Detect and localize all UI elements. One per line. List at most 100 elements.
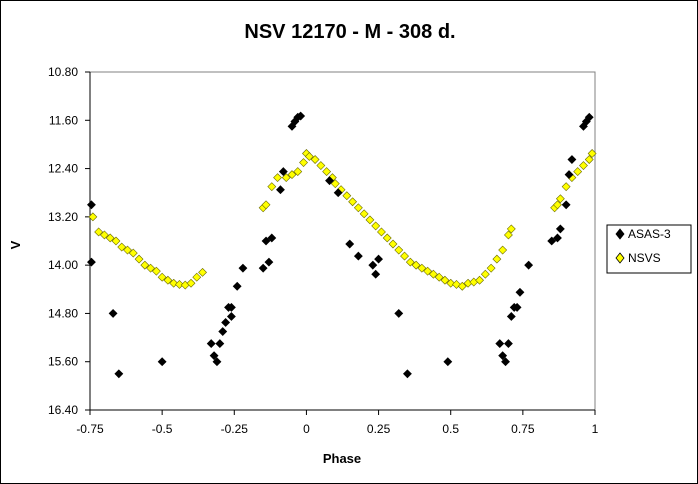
data-point — [567, 155, 577, 164]
data-point — [226, 312, 236, 321]
data-point — [186, 278, 196, 288]
y-axis-ticks: 10.80 11.60 12.40 13.20 14.00 14.80 15.60 16.40 — [48, 65, 90, 417]
x-tick-label: -0.25 — [221, 422, 249, 436]
data-point — [492, 254, 502, 264]
data-point — [382, 233, 392, 243]
data-point — [261, 236, 271, 246]
data-point — [163, 275, 173, 285]
legend-label-asas: ASAS-3 — [628, 227, 671, 241]
data-point — [169, 278, 179, 288]
data-point — [111, 236, 121, 246]
x-tick-label: 1 — [592, 422, 599, 436]
data-point — [330, 179, 340, 189]
data-point — [87, 200, 96, 210]
data-point — [212, 357, 222, 367]
data-point — [175, 280, 184, 289]
data-point — [218, 327, 228, 336]
data-point — [273, 173, 282, 183]
data-point — [486, 263, 496, 273]
data-point — [157, 272, 167, 282]
data-point — [296, 111, 306, 121]
data-point — [506, 312, 516, 321]
x-axis-ticks: -0.75 -0.5 -0.25 0 0.25 0.5 0.75 1 — [76, 410, 599, 436]
x-tick-label: -0.75 — [76, 422, 104, 436]
data-point — [105, 233, 115, 243]
data-point — [452, 280, 461, 289]
data-point — [226, 302, 236, 312]
data-point — [417, 263, 427, 273]
data-point — [555, 224, 565, 234]
data-point — [573, 167, 583, 177]
data-point — [117, 242, 127, 252]
data-point — [316, 161, 326, 170]
plot-area — [89, 71, 596, 411]
x-tick-label: -0.5 — [152, 422, 173, 436]
data-point — [353, 251, 363, 261]
data-point — [411, 260, 421, 270]
data-point — [377, 227, 386, 237]
data-point — [333, 188, 343, 198]
y-tick-label: 12.40 — [48, 162, 78, 176]
data-point — [388, 239, 398, 249]
x-tick-label: 0.75 — [511, 422, 535, 436]
data-point — [564, 170, 574, 180]
x-tick-label: 0 — [303, 422, 310, 436]
y-tick-label: 13.20 — [48, 210, 78, 224]
y-axis-label: V — [8, 240, 23, 249]
data-point — [403, 369, 412, 379]
data-point — [584, 112, 594, 122]
data-point — [512, 302, 522, 312]
data-point — [359, 209, 369, 219]
y-tick-label: 11.60 — [49, 113, 78, 127]
data-point — [457, 281, 467, 291]
data-point — [579, 161, 588, 170]
data-point — [443, 357, 453, 367]
data-point — [368, 260, 378, 270]
data-point — [276, 185, 285, 195]
data-point — [504, 230, 513, 240]
data-point — [140, 260, 150, 270]
y-tick-label: 14.80 — [48, 306, 78, 320]
data-point — [278, 167, 288, 177]
series-nsvs — [88, 149, 597, 291]
data-point — [498, 351, 508, 361]
data-point — [261, 200, 271, 210]
data-point — [94, 227, 104, 237]
data-point — [524, 260, 534, 270]
data-point — [553, 200, 562, 210]
data-point — [134, 254, 144, 264]
data-point — [123, 245, 132, 255]
data-point — [310, 155, 320, 164]
data-point — [515, 287, 525, 297]
data-point — [345, 239, 355, 249]
data-point — [342, 191, 352, 201]
data-point — [353, 203, 363, 213]
data-point — [198, 267, 207, 277]
x-tick-label: 0.25 — [367, 422, 391, 436]
y-tick-label: 10.80 — [48, 65, 78, 79]
x-tick-label: 0.5 — [442, 422, 459, 436]
data-point — [348, 197, 358, 207]
data-point — [100, 230, 109, 240]
data-point — [405, 257, 415, 267]
data-point — [547, 236, 557, 246]
data-point — [221, 318, 231, 327]
data-point — [394, 245, 404, 255]
data-point — [215, 339, 225, 349]
data-point — [325, 176, 334, 186]
data-point — [87, 257, 96, 267]
data-point — [495, 339, 505, 349]
legend-label-nsvs: NSVS — [628, 251, 661, 265]
data-point — [394, 309, 404, 318]
data-point — [299, 158, 308, 167]
data-point — [584, 155, 594, 164]
data-point — [287, 170, 297, 180]
data-point — [108, 309, 118, 318]
data-point — [555, 194, 565, 204]
data-point — [88, 212, 98, 222]
data-point — [434, 272, 444, 282]
data-point — [428, 269, 438, 279]
y-tick-label: 14.00 — [48, 258, 78, 272]
data-point — [267, 233, 277, 243]
